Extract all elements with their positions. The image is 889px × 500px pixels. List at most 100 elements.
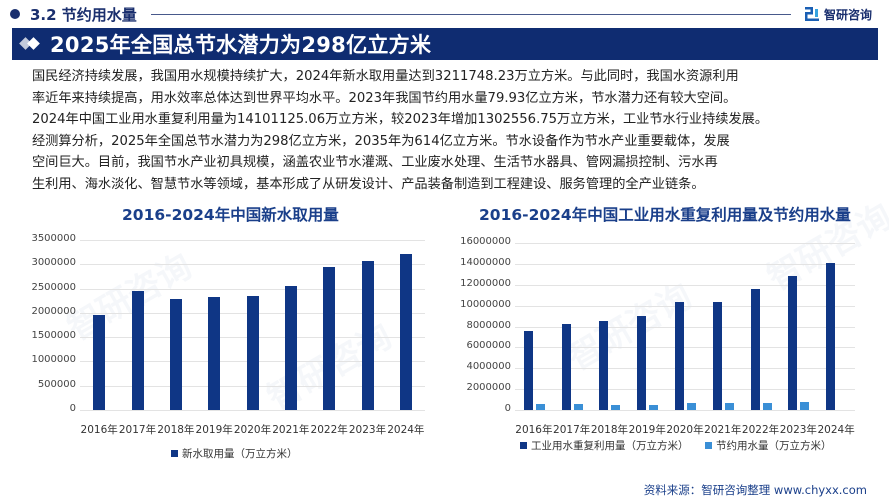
x-axis-tick-label: 2022年 bbox=[310, 424, 348, 436]
bar-primary bbox=[750, 288, 760, 410]
x-axis-tick-label: 2021年 bbox=[704, 424, 742, 436]
y-axis-tick-label: 2000000 bbox=[31, 305, 76, 317]
x-axis-tick-label: 2018年 bbox=[590, 424, 629, 436]
y-axis-tick-label: 16000000 bbox=[460, 236, 511, 247]
gridline bbox=[515, 389, 855, 391]
new-water-bar-chart: 3500000 3000000 2500000 2000000 1500000 10000… bbox=[31, 233, 425, 461]
x-axis-tick-label: 2024年 bbox=[817, 424, 855, 436]
x-axis-tick-label: 2016年 bbox=[80, 424, 118, 436]
gridline bbox=[80, 264, 425, 266]
y-axis-tick-label: 0 bbox=[69, 403, 76, 414]
bar-primary bbox=[131, 291, 144, 410]
gridline bbox=[515, 326, 855, 328]
page-title: 2025年全国总节水潜力为298亿立方米 bbox=[50, 33, 432, 57]
legend-item: 工业用水重复利用量（万立方米） bbox=[520, 438, 689, 453]
legend-item: 新水取用量（万立方米） bbox=[171, 446, 298, 461]
y-axis-tick-label: 3500000 bbox=[31, 233, 76, 244]
legend-swatch-icon bbox=[705, 442, 712, 449]
y-axis-tick-label: 1500000 bbox=[31, 330, 76, 342]
gridline bbox=[515, 305, 855, 307]
bar-primary bbox=[675, 302, 684, 410]
bar-primary bbox=[523, 330, 533, 410]
legend-item: 节约用水量（万立方米） bbox=[705, 438, 832, 453]
x-axis-tick-label: 2021年 bbox=[272, 424, 310, 436]
legend-label: 节约用水量（万立方米） bbox=[716, 440, 832, 452]
headline-banner: 2025年全国总节水潜力为298亿立方米 bbox=[12, 28, 878, 60]
y-axis-tick-label: 3000000 bbox=[31, 257, 76, 269]
bar-primary bbox=[246, 295, 259, 410]
legend-label: 工业用水重复利用量（万立方米） bbox=[531, 440, 689, 452]
section-divider bbox=[150, 13, 791, 15]
x-axis-tick-label: 2019年 bbox=[195, 424, 233, 436]
x-axis-tick-label: 2017年 bbox=[553, 424, 591, 436]
bar-primary bbox=[637, 316, 647, 410]
bullet-dot-icon bbox=[10, 9, 20, 19]
brand-logo: 智研咨询 bbox=[804, 6, 872, 23]
y-axis-tick-label: 10000000 bbox=[460, 298, 511, 310]
gridline bbox=[80, 288, 425, 290]
body-paragraph: 国民经济持续发展，我国用水规模持续扩大，2024年新水取用量达到3211748.… bbox=[32, 66, 882, 196]
bar-secondary bbox=[762, 403, 772, 410]
brand-name: 智研咨询 bbox=[823, 7, 872, 22]
bar-primary bbox=[323, 267, 336, 410]
x-axis-tick-label: 2020年 bbox=[233, 424, 272, 436]
paragraph-line: 率近年来持续提高，用水效率总体达到世界平均水平。2023年我国节约用水量79.9… bbox=[32, 90, 737, 106]
paragraph-line: 国民经济持续发展，我国用水规模持续扩大，2024年新水取用量达到3211748.… bbox=[32, 69, 739, 84]
brand-mark-icon bbox=[804, 7, 819, 21]
bar-secondary bbox=[611, 405, 621, 410]
gridline bbox=[80, 240, 425, 241]
bar-primary bbox=[399, 254, 412, 410]
bar-primary bbox=[284, 286, 297, 410]
gridline bbox=[515, 263, 855, 265]
y-axis-tick-label: 8000000 bbox=[466, 319, 511, 331]
gridline bbox=[515, 243, 855, 244]
legend-swatch-icon bbox=[520, 442, 527, 449]
x-axis-tick-label: 2018年 bbox=[157, 424, 195, 436]
x-axis-tick-label: 2017年 bbox=[118, 424, 157, 436]
x-axis-tick-label: 2024年 bbox=[387, 424, 425, 436]
bar-primary bbox=[93, 314, 106, 410]
legend-swatch-icon bbox=[171, 450, 178, 457]
gridline bbox=[515, 368, 855, 370]
x-axis-tick-label: 2023年 bbox=[348, 424, 387, 436]
x-axis-tick-label: 2019年 bbox=[628, 424, 666, 436]
source-note: 资料来源：智研咨询整理 www.chyxx.com bbox=[643, 483, 867, 497]
y-axis-tick-label: 12000000 bbox=[460, 277, 511, 289]
bar-primary bbox=[826, 262, 836, 410]
bar-primary bbox=[208, 296, 221, 410]
bar-secondary bbox=[724, 402, 734, 410]
paragraph-line: 空间巨大。目前，我国节水产业初具规模，涵盖农业节水灌溉、工业废水处理、生活节水器… bbox=[32, 155, 718, 171]
chart-title-industrial-water: 2016-2024年中国工业用水重复利用量及节约用水量 bbox=[479, 206, 851, 224]
y-axis-tick-label: 2500000 bbox=[31, 281, 76, 293]
x-axis-tick-label: 2016年 bbox=[515, 424, 553, 436]
x-axis-tick-label: 2023年 bbox=[779, 424, 817, 436]
section-title: 3.2 节约用水量 bbox=[30, 5, 137, 24]
gridline bbox=[80, 410, 425, 411]
chart-title-new-water: 2016-2024年中国新水取用量 bbox=[122, 206, 339, 224]
paragraph-line: 生利用、海水淡化、智慧节水等领域，基本形成了从研发设计、产品装备制造到工程建设、… bbox=[32, 176, 705, 192]
section-header: 3.2 节约用水量 智研咨询 bbox=[10, 3, 880, 25]
paragraph-line: 经测算分析，2025年全国总节水潜力为298亿立方米，2035年为614亿立方米… bbox=[32, 133, 730, 149]
bar-primary bbox=[361, 260, 374, 410]
bar-primary bbox=[561, 324, 571, 410]
x-axis-tick-label: 2022年 bbox=[741, 424, 780, 436]
legend-label: 新水取用量（万立方米） bbox=[182, 448, 298, 460]
y-axis-tick-label: 14000000 bbox=[460, 256, 511, 268]
y-axis-tick-label: 0 bbox=[504, 403, 511, 414]
gridline bbox=[515, 347, 855, 349]
bar-secondary bbox=[800, 401, 810, 410]
bar-secondary bbox=[687, 403, 696, 410]
y-axis-tick-label: 6000000 bbox=[466, 340, 511, 352]
bar-primary bbox=[169, 298, 182, 410]
gridline bbox=[515, 410, 855, 411]
y-axis-tick-label: 1000000 bbox=[31, 354, 76, 366]
bar-primary bbox=[712, 302, 722, 410]
paragraph-line: 2024年中国工业用水重复利用量为14101125.06万立方米，较2023年增… bbox=[32, 112, 769, 128]
bar-secondary bbox=[535, 404, 545, 410]
y-axis-tick-label: 4000000 bbox=[466, 361, 511, 373]
bar-primary bbox=[788, 276, 798, 410]
y-axis-tick-label: 500000 bbox=[37, 378, 76, 390]
bar-secondary bbox=[573, 403, 583, 410]
bar-primary bbox=[599, 321, 609, 410]
